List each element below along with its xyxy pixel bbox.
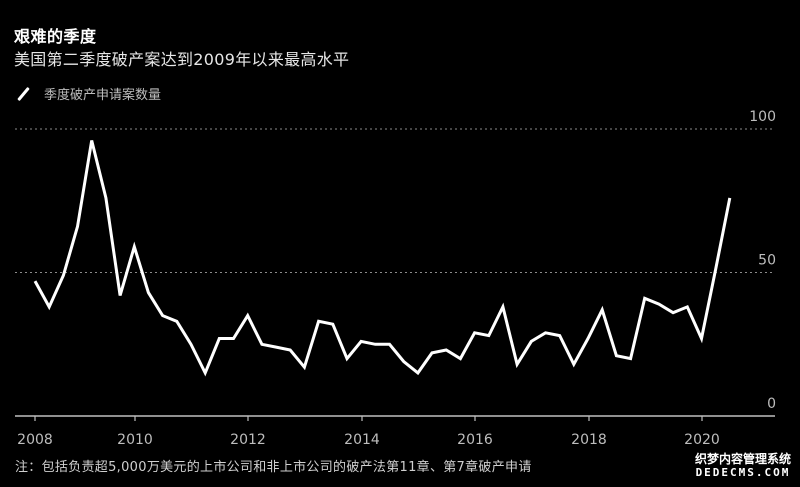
- x-tick-label: 2008: [17, 432, 53, 448]
- bankruptcy-series-line: [33, 140, 732, 377]
- x-tick-label: 2016: [457, 432, 493, 448]
- x-tick-label: 2020: [684, 432, 720, 448]
- legend-label: 季度破产申请案数量: [44, 88, 162, 103]
- y-tick-label: 50: [758, 253, 776, 269]
- legend: 季度破产申请案数量: [16, 84, 161, 103]
- y-tick-label: 0: [767, 396, 776, 412]
- watermark-line2: DEDECMS.COM: [695, 466, 791, 479]
- watermark: 织梦内容管理系统 DEDECMS.COM: [688, 452, 798, 480]
- gridlines: [15, 128, 775, 273]
- x-tick-label: 2010: [117, 432, 153, 448]
- x-tick-label: 2012: [230, 432, 266, 448]
- chart-subtitle: 美国第二季度破产案达到2009年以来最高水平: [14, 50, 350, 69]
- chart-title: 艰难的季度: [14, 27, 97, 46]
- footnote: 注：包括负责超5,000万美元的上市公司和非上市公司的破产法第11章、第7章破产…: [15, 460, 532, 475]
- x-tick-label: 2018: [571, 432, 607, 448]
- y-axis-labels: 0 50 100: [749, 109, 776, 412]
- x-axis: 2008 2010 2012 2014 2016 2018 2020: [15, 415, 775, 448]
- y-tick-label: 100: [749, 109, 776, 125]
- x-tick-label: 2014: [344, 432, 380, 448]
- watermark-line1: 织梦内容管理系统: [694, 452, 791, 466]
